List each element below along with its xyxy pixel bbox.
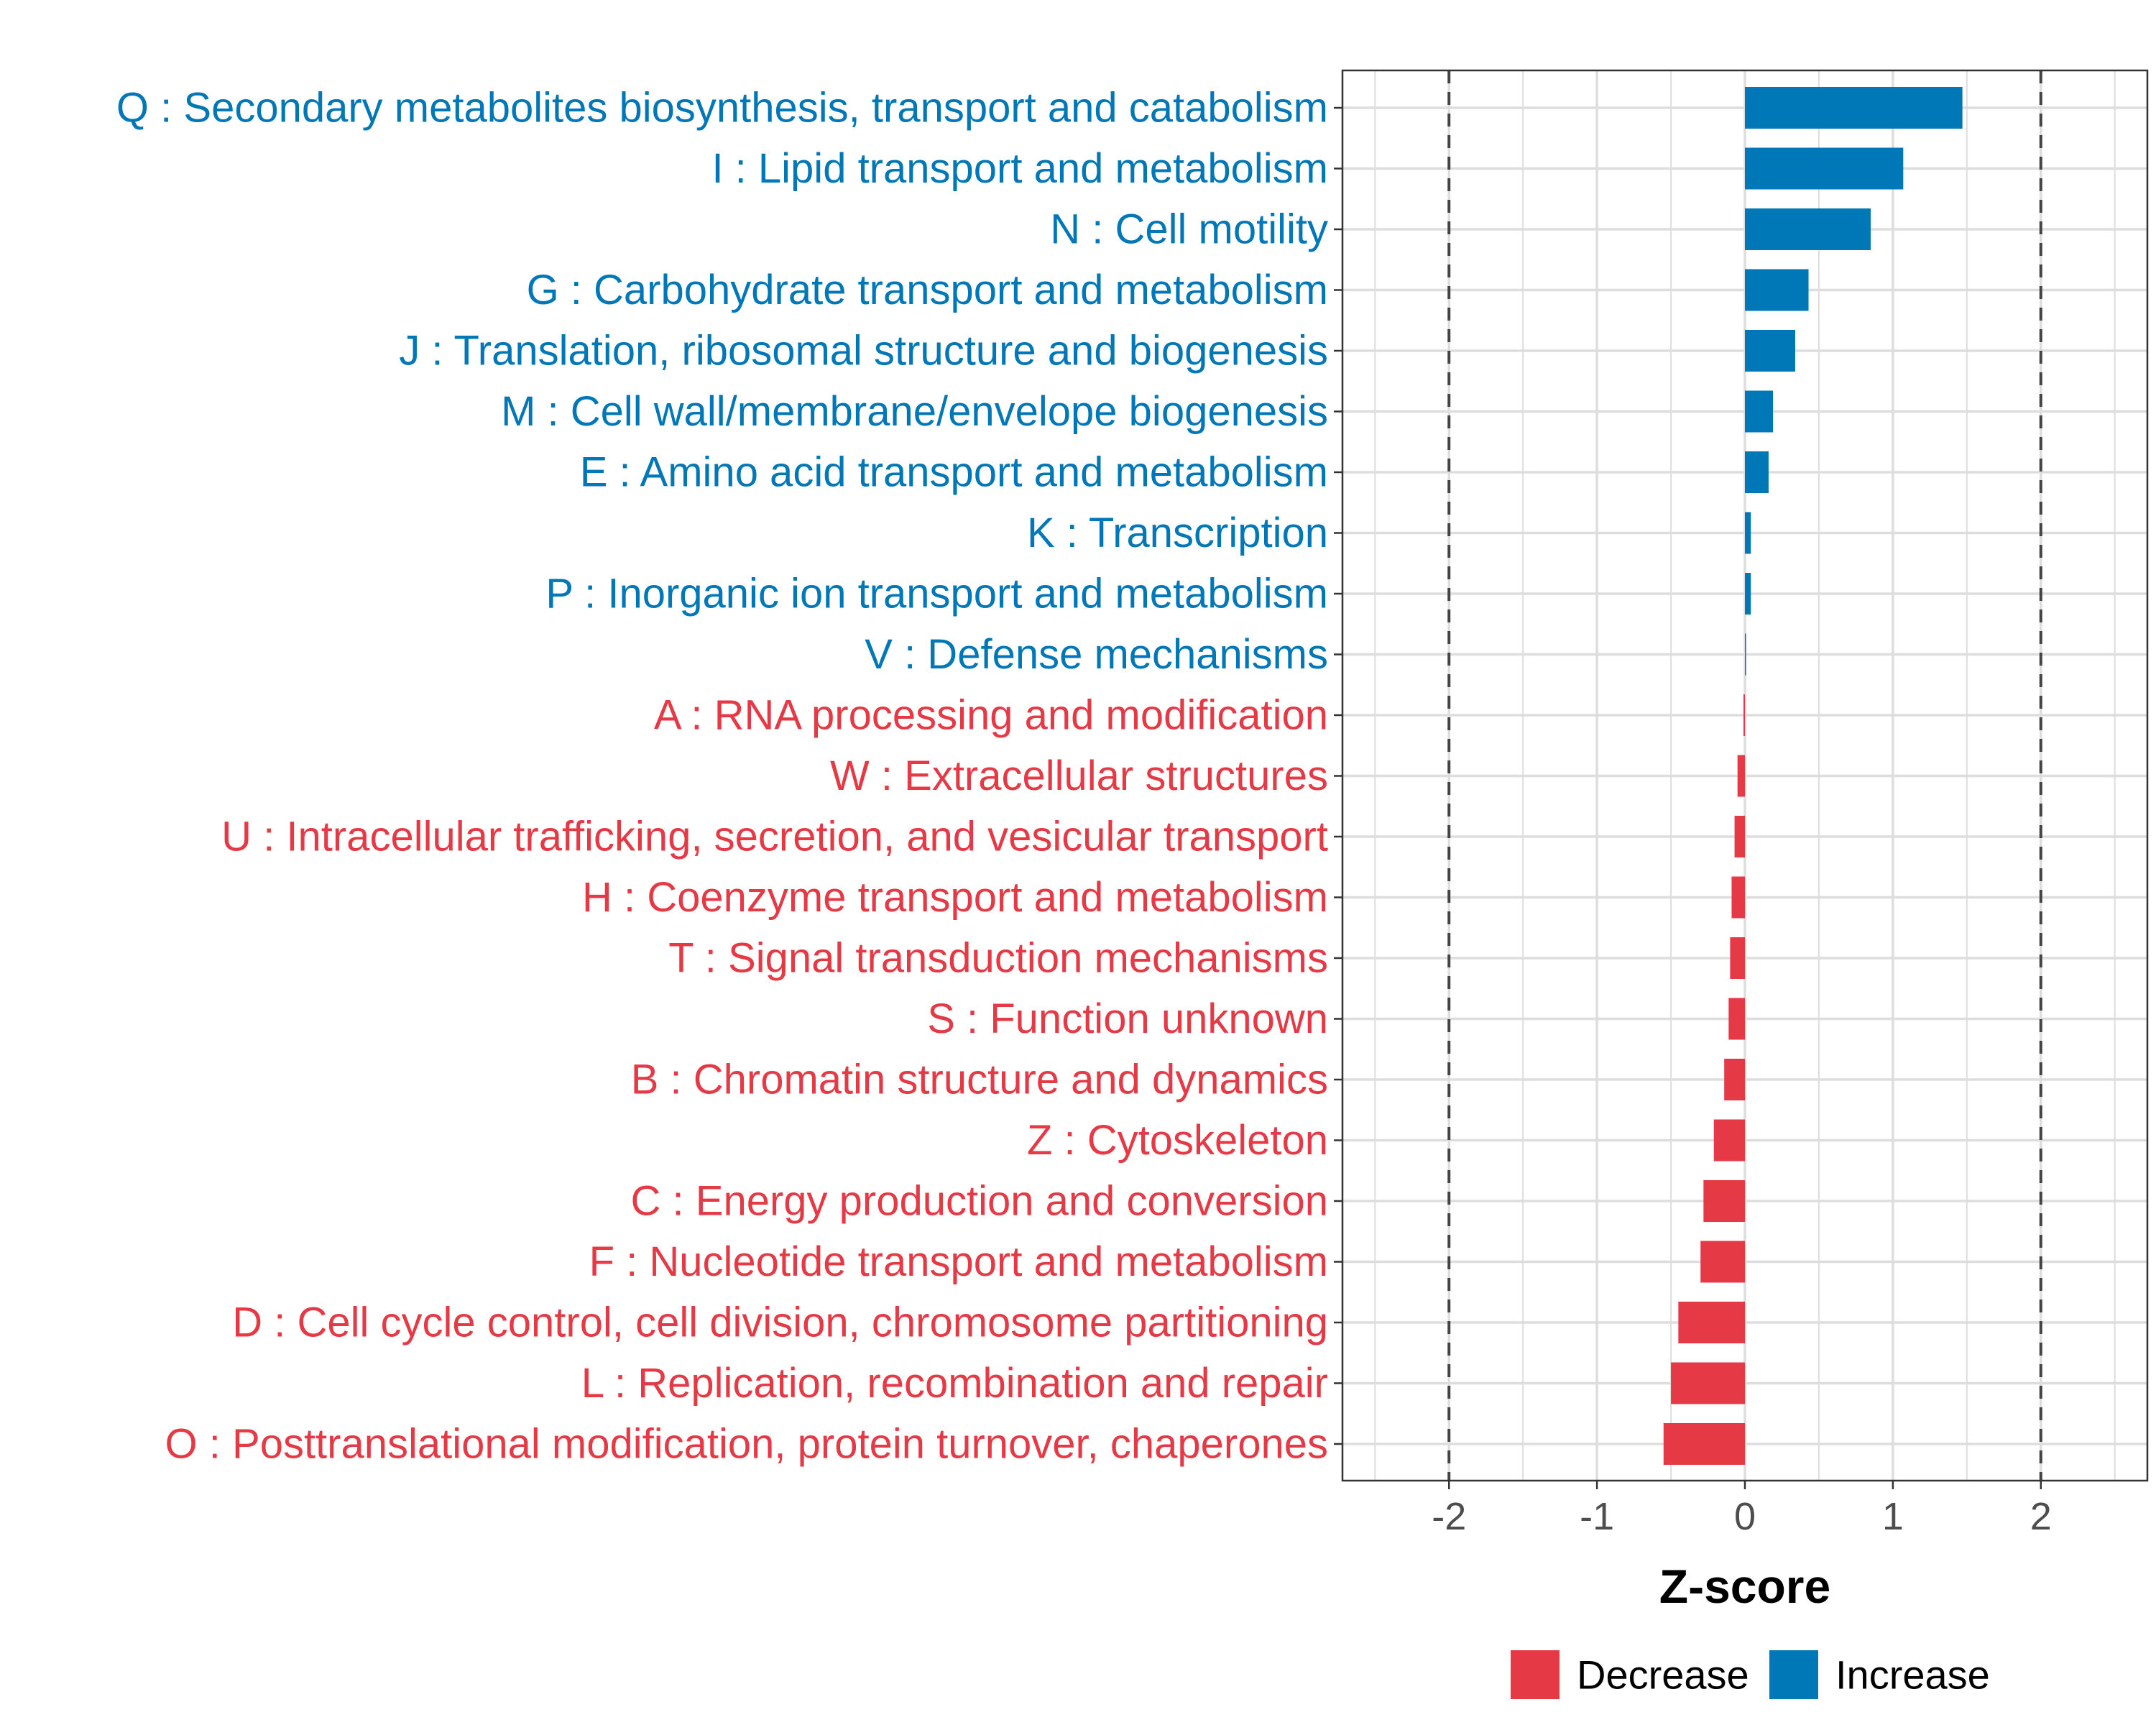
bar-decrease [1728,998,1745,1040]
x-ticks: -2 -1 0 1 2 [1432,1481,2052,1538]
bar-decrease [1678,1302,1745,1343]
category-label: D : Cell cycle control, cell division, c… [232,1300,1328,1346]
category-label: C : Energy production and conversion [631,1178,1328,1225]
bar-increase [1745,330,1795,372]
bar-decrease [1663,1423,1745,1465]
y-ticks [1334,106,1342,1445]
category-label: Z : Cytoskeleton [1027,1117,1328,1164]
category-label: B : Chromatin structure and dynamics [631,1057,1328,1103]
bar-decrease [1700,1241,1745,1283]
legend-label-increase: Increase [1835,1652,1990,1698]
category-label: K : Transcription [1027,510,1328,556]
category-label: L : Replication, recombination and repai… [581,1360,1328,1407]
bar-decrease [1731,876,1745,919]
bar-increase [1745,269,1809,311]
bars [1663,87,1963,1465]
legend: Decrease Increase [1511,1650,1990,1699]
bar-decrease [1743,694,1745,736]
bar-decrease [1671,1362,1745,1404]
category-labels: Q : Secondary metabolites biosynthesis, … [116,85,1328,1468]
category-label: E : Amino acid transport and metabolism [580,449,1328,496]
bar-decrease [1713,1119,1745,1162]
bar-increase [1745,147,1904,190]
bar-decrease [1734,816,1745,857]
category-label: U : Intracellular trafficking, secretion… [221,814,1328,860]
category-label: V : Defense mechanisms [865,631,1328,678]
category-label: N : Cell motility [1050,206,1328,253]
category-label: T : Signal transduction mechanisms [668,935,1328,982]
category-label: A : RNA processing and modification [654,692,1328,739]
bar-increase [1745,573,1751,615]
x-tick-label: -2 [1432,1495,1466,1538]
bar-increase [1745,87,1963,129]
x-axis-title: Z-score [1659,1560,1830,1613]
reference-lines [1447,70,2042,1481]
x-tick-label: 2 [2030,1495,2052,1538]
category-label: O : Posttranslational modification, prot… [165,1421,1328,1468]
bar-increase [1745,633,1746,676]
category-label: H : Coenzyme transport and metabolism [582,874,1328,921]
bar-increase [1745,512,1751,554]
category-label: F : Nucleotide transport and metabolism [589,1238,1328,1285]
category-label: P : Inorganic ion transport and metaboli… [545,571,1328,617]
category-label: G : Carbohydrate transport and metabolis… [527,267,1328,313]
category-label: J : Translation, ribosomal structure and… [399,328,1328,374]
legend-label-decrease: Decrease [1577,1652,1749,1698]
bar-increase [1745,390,1774,433]
category-label: W : Extracellular structures [830,753,1328,799]
x-tick-label: 1 [1882,1495,1904,1538]
x-tick-label: -1 [1580,1495,1614,1538]
bar-decrease [1724,1059,1745,1100]
bar-increase [1745,451,1769,493]
x-tick-label: 0 [1734,1495,1756,1538]
legend-swatch-decrease [1511,1650,1560,1699]
category-label: M : Cell wall/membrane/envelope biogenes… [501,388,1328,435]
category-label: I : Lipid transport and metabolism [711,145,1328,192]
bar-decrease [1737,755,1745,797]
bar-decrease [1730,937,1745,979]
bar-decrease [1703,1180,1745,1222]
bar-increase [1745,208,1871,250]
category-label: Q : Secondary metabolites biosynthesis, … [116,85,1328,132]
category-label: S : Function unknown [927,995,1328,1042]
legend-swatch-increase [1769,1650,1818,1699]
